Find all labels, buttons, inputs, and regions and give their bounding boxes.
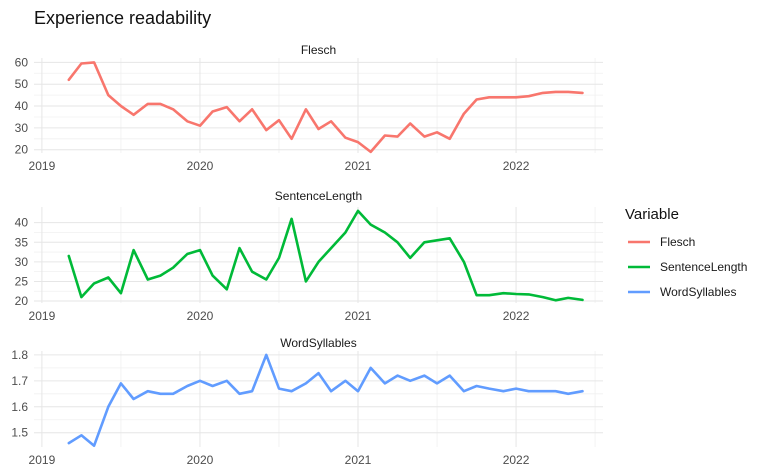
- legend-label: SentenceLength: [660, 260, 747, 274]
- series-line-SentenceLength: [67, 209, 584, 302]
- y-tick-label: 25: [15, 274, 29, 288]
- y-tick-label: 1.7: [11, 374, 28, 388]
- x-tick-label: 2022: [503, 159, 530, 173]
- y-tick-label: 40: [15, 216, 29, 230]
- y-tick-label: 30: [15, 121, 29, 135]
- legend-item-SentenceLength: SentenceLength: [628, 260, 747, 274]
- x-tick-label: 2020: [187, 159, 214, 173]
- panel-strip-label: WordSyllables: [280, 336, 356, 350]
- y-tick-label: 60: [15, 55, 29, 69]
- x-tick-label: 2021: [345, 309, 372, 323]
- panel-SentenceLength: SentenceLength 20 25 30 35 40 2019 2020 2021 2022: [15, 189, 603, 323]
- x-tick-label: 2019: [29, 159, 56, 173]
- series-line-WordSyllables: [67, 353, 584, 448]
- y-tick-label: 1.5: [11, 426, 28, 440]
- legend-item-Flesch: Flesch: [628, 235, 695, 249]
- legend-item-WordSyllables: WordSyllables: [628, 285, 736, 299]
- y-tick-label: 30: [15, 255, 29, 269]
- y-tick-label: 35: [15, 235, 29, 249]
- y-tick-label: 40: [15, 99, 29, 113]
- x-tick-label: 2019: [29, 309, 56, 323]
- x-tick-label: 2021: [345, 453, 372, 467]
- legend: Variable Flesch SentenceLength WordSyllabl…: [625, 206, 747, 299]
- y-tick-label: 50: [15, 77, 29, 91]
- legend-label: Flesch: [660, 235, 695, 249]
- panel-strip-label: Flesch: [301, 43, 336, 57]
- panel-Flesch: Flesch 20 30 40 50 60 2019 2020 2021 2022: [15, 43, 603, 173]
- series-line-Flesch: [67, 61, 584, 154]
- x-tick-label: 2022: [503, 309, 530, 323]
- legend-title: Variable: [625, 206, 679, 223]
- x-tick-label: 2019: [29, 453, 56, 467]
- panel-strip-label: SentenceLength: [275, 189, 362, 203]
- y-tick-label: 20: [15, 143, 29, 157]
- chart-title: Experience readability: [34, 8, 211, 28]
- panel-WordSyllables: WordSyllables 1.5 1.6 1.7 1.8 2019 2020 2021 202…: [11, 336, 603, 467]
- x-tick-label: 2021: [345, 159, 372, 173]
- x-tick-label: 2022: [503, 453, 530, 467]
- x-tick-label: 2020: [187, 453, 214, 467]
- x-tick-label: 2020: [187, 309, 214, 323]
- y-tick-label: 1.8: [11, 348, 28, 362]
- legend-label: WordSyllables: [660, 285, 736, 299]
- y-tick-label: 1.6: [11, 400, 28, 414]
- y-tick-label: 20: [15, 294, 29, 308]
